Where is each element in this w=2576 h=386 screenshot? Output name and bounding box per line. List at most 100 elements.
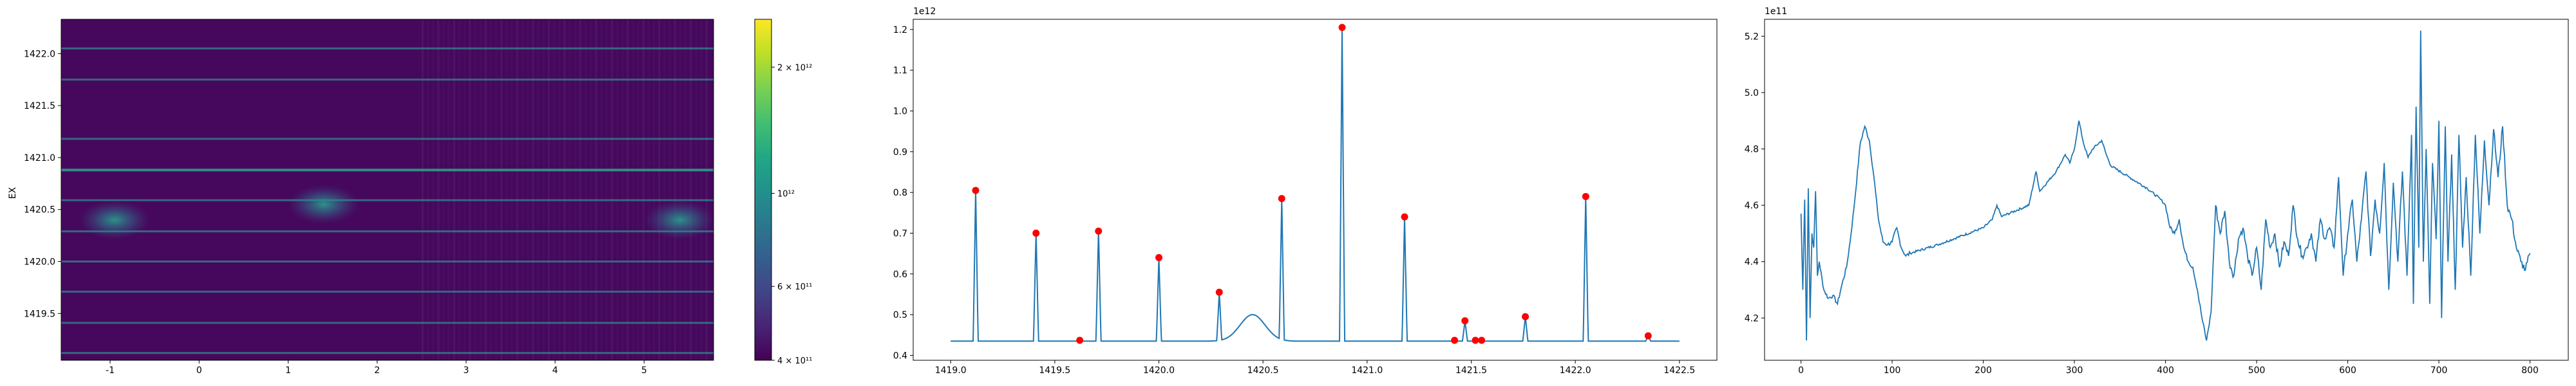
y-tick-label: 0.8 (893, 188, 907, 198)
heatmap-stripe (464, 19, 466, 360)
heatmap-texture (421, 19, 708, 360)
heatmap-stripe (558, 19, 561, 360)
x-tick-label: 1420.0 (1143, 365, 1175, 376)
heatmap-stripe (553, 19, 555, 360)
heatmap-stripe (448, 19, 450, 360)
peak-marker (1522, 313, 1530, 320)
peak-marker (972, 187, 980, 194)
heatmap-stripe (632, 19, 634, 360)
colorbar-tick-label: 10¹² (777, 190, 795, 199)
x-tick-label: 200 (1975, 365, 1992, 376)
heatmap-stripe (453, 19, 455, 360)
x-tick-label: 2 (374, 365, 380, 376)
heatmap-stripe (574, 19, 576, 360)
heatmap-stripe (537, 19, 540, 360)
heatmap-stripe (663, 19, 666, 360)
peak-marker (1155, 253, 1163, 261)
peak-marker (1478, 336, 1486, 344)
y-tick-label: 1421.0 (24, 153, 55, 163)
peaks-line-panel: 1419.0 1419.5 1420.0 1420.5 1421.0 1421.5 1422… (893, 6, 1718, 376)
y-tick-label: 4.4 (1745, 257, 1759, 268)
heatmap-stripe (595, 19, 598, 360)
x-tick-label: 500 (2248, 365, 2266, 376)
heatmap-stripe (695, 19, 697, 360)
y-tick-label: 4.8 (1745, 144, 1759, 154)
y-tick-label: 5.0 (1745, 88, 1759, 98)
x-tick-label: 3 (463, 365, 469, 376)
y-tick-label: 1.2 (893, 25, 907, 35)
peak-marker (1582, 192, 1589, 200)
heatmap-stripe (679, 19, 681, 360)
heatmap-stripe (442, 19, 445, 360)
x-tick-label: 1422.0 (1560, 365, 1591, 376)
heatmap-stripe (668, 19, 671, 360)
heatmap-stripe (547, 19, 550, 360)
heatmap-line (61, 169, 714, 172)
peak-marker (1095, 227, 1103, 235)
x-tick-label: 1419.0 (935, 365, 967, 376)
y-tick-label: 0.4 (893, 351, 907, 361)
x-tick-label: -1 (106, 365, 115, 376)
colorbar-tick-label: 6 × 10¹¹ (777, 282, 812, 292)
y-tick-label: 1421.5 (24, 101, 55, 111)
plot-frame (913, 19, 1718, 361)
heatmap-line (61, 138, 714, 140)
heatmap-stripe (658, 19, 661, 360)
heatmap-background (61, 19, 714, 360)
heatmap-line (61, 199, 714, 201)
x-tick-label: 1421.0 (1351, 365, 1383, 376)
heatmap-line (61, 322, 714, 324)
heatmap-stripe (569, 19, 571, 360)
heatmap-stripe (484, 19, 487, 360)
heatmap-stripe (458, 19, 460, 360)
heatmap-stripe (590, 19, 592, 360)
heatmap-stripe (542, 19, 545, 360)
heatmap-stripe (479, 19, 482, 360)
heatmap-blob (79, 200, 150, 239)
heatmap-stripe (432, 19, 435, 360)
heatmap-stripe (605, 19, 608, 360)
x-tick-label: 400 (2157, 365, 2174, 376)
y-tick-label: 1419.5 (24, 309, 55, 319)
heatmap-stripe (653, 19, 656, 360)
heatmap-line (61, 230, 714, 233)
peak-marker (1644, 332, 1652, 340)
series-line (1800, 30, 2531, 341)
spectrum-line (951, 27, 1680, 342)
heatmap-stripe (611, 19, 613, 360)
y-tick-label: 0.5 (893, 310, 907, 320)
heatmap-stripe (527, 19, 529, 360)
y-tick-label: 4.6 (1745, 201, 1759, 211)
heatmap-blob (288, 185, 359, 224)
heatmap-line (61, 290, 714, 293)
y-axis-label: EX (8, 187, 18, 199)
heatmap-stripe (469, 19, 471, 360)
heatmap-frame (61, 19, 714, 361)
y-tick-label: 1.1 (893, 66, 907, 76)
x-tick-label: 600 (2339, 365, 2356, 376)
colorbar-tick-label: 2 × 10¹² (777, 63, 812, 73)
heatmap-stripe (426, 19, 429, 360)
heatmap-stripe (437, 19, 440, 360)
x-tick-label: 4 (553, 365, 558, 376)
x-tick-label: 100 (1884, 365, 1901, 376)
heatmap-stripe (489, 19, 492, 360)
peak-marker (1472, 336, 1479, 344)
heatmap-stripe (642, 19, 645, 360)
x-tick-label: 1420.5 (1247, 365, 1279, 376)
heatmap-stripe (421, 19, 424, 360)
y-tick-label: 0.7 (893, 228, 907, 239)
colorbar (754, 19, 772, 361)
colorbar-tick-label: 4 × 10¹¹ (777, 356, 812, 366)
x-tick-label: 0 (196, 365, 202, 376)
axis-offset-label: 1e12 (913, 6, 936, 17)
peak-marker (1278, 195, 1285, 203)
heatmap-stripe (584, 19, 587, 360)
x-tick-label: 300 (2066, 365, 2083, 376)
heatmap-stripe (600, 19, 603, 360)
heatmap-stripe (564, 19, 566, 360)
x-tick-label: 0 (1798, 365, 1804, 376)
heatmap-line (61, 78, 714, 81)
peak-marker (1032, 229, 1040, 237)
heatmap-stripe (690, 19, 692, 360)
